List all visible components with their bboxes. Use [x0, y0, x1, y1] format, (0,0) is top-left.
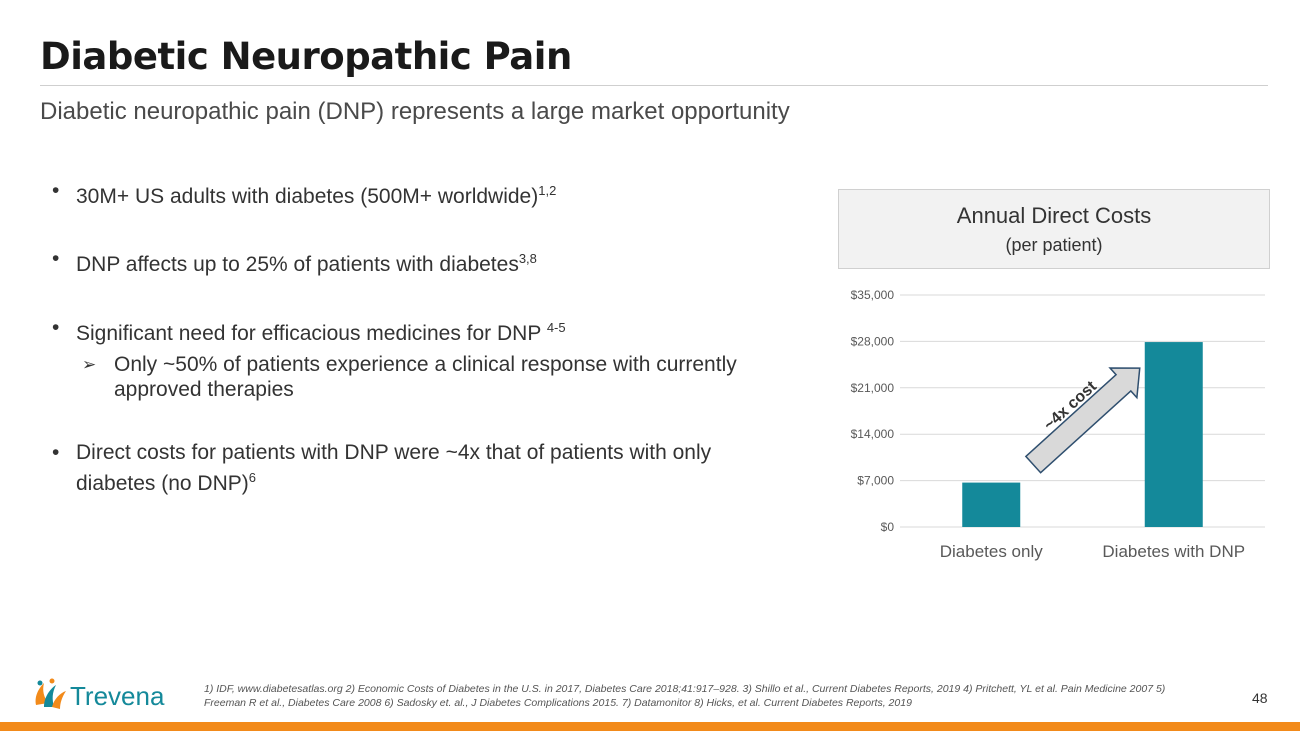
chart-header: Annual Direct Costs (per patient) — [838, 189, 1270, 269]
page-number: 48 — [1252, 690, 1268, 706]
references: 1) IDF, www.diabetesatlas.org 2) Economi… — [204, 683, 1166, 709]
bullet-marker: • — [52, 441, 60, 464]
citation: 4-5 — [546, 320, 566, 335]
arrow-shape — [1024, 367, 1141, 474]
bar — [962, 482, 1021, 527]
bullet-marker: • — [52, 247, 60, 270]
cost-bar-chart: $0 $7,000 $14,000 $21,000 $28,000 $35,000 Diab… — [851, 288, 1265, 561]
citation: 3,8 — [518, 251, 537, 266]
y-tick-label: $7,000 — [857, 474, 894, 488]
bullet-text: 30M+ US adults with diabetes (500M+ worl… — [76, 185, 539, 208]
y-tick-label: $21,000 — [851, 381, 895, 395]
arrow-bullet-icon: ➢ — [82, 355, 97, 374]
bullet-text: Significant need for efficacious medicin… — [76, 322, 547, 345]
bullet-marker: • — [52, 316, 60, 339]
trevena-logo: Trevena — [35, 678, 165, 711]
page-title: Diabetic Neuropathic Pain — [40, 35, 572, 78]
bullet-text: Direct costs for patients with DNP were … — [76, 441, 712, 495]
logo-text: Trevena — [70, 681, 165, 711]
logo-mark-icon — [35, 678, 66, 709]
y-tick-label: $14,000 — [851, 427, 895, 441]
x-tick-label: Diabetes only — [940, 542, 1044, 561]
bullet-text: DNP affects up to 25% of patients with d… — [76, 253, 519, 276]
cost-arrow-icon: ~4x cost — [1024, 367, 1141, 474]
y-tick-label: $28,000 — [851, 334, 895, 348]
x-tick-label: Diabetes with DNP — [1102, 542, 1245, 561]
bullet-marker: • — [52, 179, 60, 202]
bullet-item: • Significant need for efficacious medic… — [52, 315, 792, 346]
sub-bullet-text: Only ~50% of patients experience a clini… — [114, 353, 737, 401]
bullet-list: • 30M+ US adults with diabetes (500M+ wo… — [52, 178, 792, 496]
y-tick-label: $0 — [881, 520, 895, 534]
citation: 6 — [248, 470, 256, 485]
bullet-item: • 30M+ US adults with diabetes (500M+ wo… — [52, 178, 792, 209]
footer-accent-bar — [0, 722, 1300, 731]
chart-title: Annual Direct Costs — [956, 203, 1152, 228]
bullet-item: • DNP affects up to 25% of patients with… — [52, 246, 792, 277]
citation: 1,2 — [538, 183, 557, 198]
page-subtitle: Diabetic neuropathic pain (DNP) represen… — [40, 98, 790, 125]
bar — [1144, 342, 1203, 527]
chart-subtitle: (per patient) — [1005, 235, 1103, 255]
title-divider — [40, 85, 1268, 86]
y-tick-label: $35,000 — [851, 288, 895, 302]
bullet-item: • Direct costs for patients with DNP wer… — [52, 440, 792, 496]
sub-bullet-item: ➢ Only ~50% of patients experience a cli… — [52, 352, 792, 402]
